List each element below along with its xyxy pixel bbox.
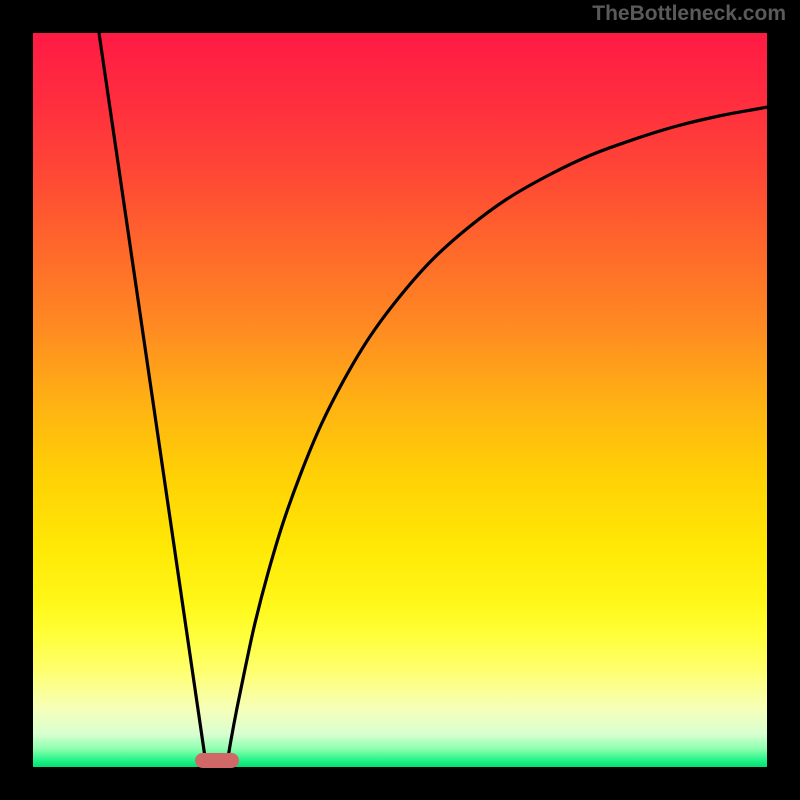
gradient-background (33, 33, 767, 767)
watermark-text: TheBottleneck.com (592, 2, 786, 26)
bottleneck-marker (195, 753, 239, 768)
chart-container: TheBottleneck.com (0, 0, 800, 800)
plot-area (33, 33, 767, 767)
